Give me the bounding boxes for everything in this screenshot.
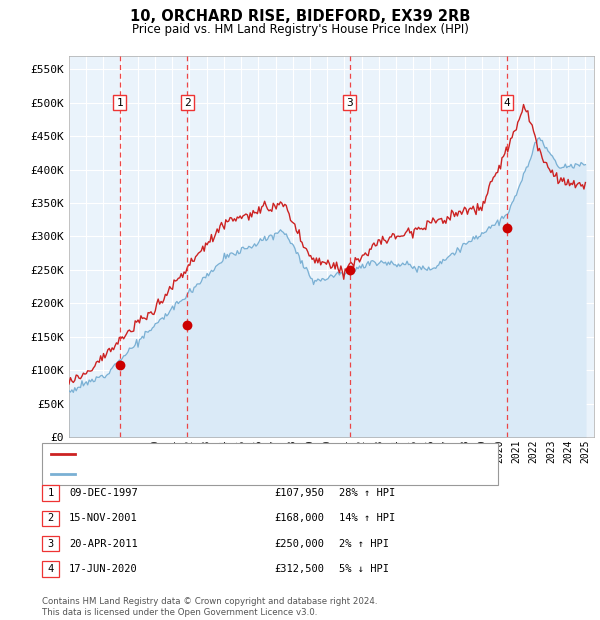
Text: 3: 3: [346, 97, 353, 108]
Point: [345, 265, 355, 275]
Text: 2% ↑ HPI: 2% ↑ HPI: [339, 539, 389, 549]
Text: 1: 1: [116, 97, 123, 108]
Text: Contains HM Land Registry data © Crown copyright and database right 2024.
This d: Contains HM Land Registry data © Crown c…: [42, 598, 377, 617]
Text: 4: 4: [47, 564, 53, 574]
Text: 2: 2: [184, 97, 191, 108]
Text: 20-APR-2011: 20-APR-2011: [69, 539, 138, 549]
Text: 09-DEC-1997: 09-DEC-1997: [69, 488, 138, 498]
Text: 14% ↑ HPI: 14% ↑ HPI: [339, 513, 395, 523]
Text: 17-JUN-2020: 17-JUN-2020: [69, 564, 138, 574]
Text: 28% ↑ HPI: 28% ↑ HPI: [339, 488, 395, 498]
Text: 10, ORCHARD RISE, BIDEFORD, EX39 2RB: 10, ORCHARD RISE, BIDEFORD, EX39 2RB: [130, 9, 470, 24]
Text: 2: 2: [47, 513, 53, 523]
Text: 5% ↓ HPI: 5% ↓ HPI: [339, 564, 389, 574]
Text: 1: 1: [47, 488, 53, 498]
Text: HPI: Average price, detached house, Torridge: HPI: Average price, detached house, Torr…: [81, 469, 316, 479]
Text: 3: 3: [47, 539, 53, 549]
Text: 10, ORCHARD RISE, BIDEFORD, EX39 2RB (detached house): 10, ORCHARD RISE, BIDEFORD, EX39 2RB (de…: [81, 450, 392, 459]
Text: Price paid vs. HM Land Registry's House Price Index (HPI): Price paid vs. HM Land Registry's House …: [131, 23, 469, 36]
Text: £250,000: £250,000: [274, 539, 324, 549]
Point: [502, 223, 512, 233]
Point: [182, 320, 192, 330]
Text: 15-NOV-2001: 15-NOV-2001: [69, 513, 138, 523]
Text: £312,500: £312,500: [274, 564, 324, 574]
Point: [115, 360, 124, 370]
Text: £168,000: £168,000: [274, 513, 324, 523]
Text: £107,950: £107,950: [274, 488, 324, 498]
Text: 4: 4: [504, 97, 511, 108]
